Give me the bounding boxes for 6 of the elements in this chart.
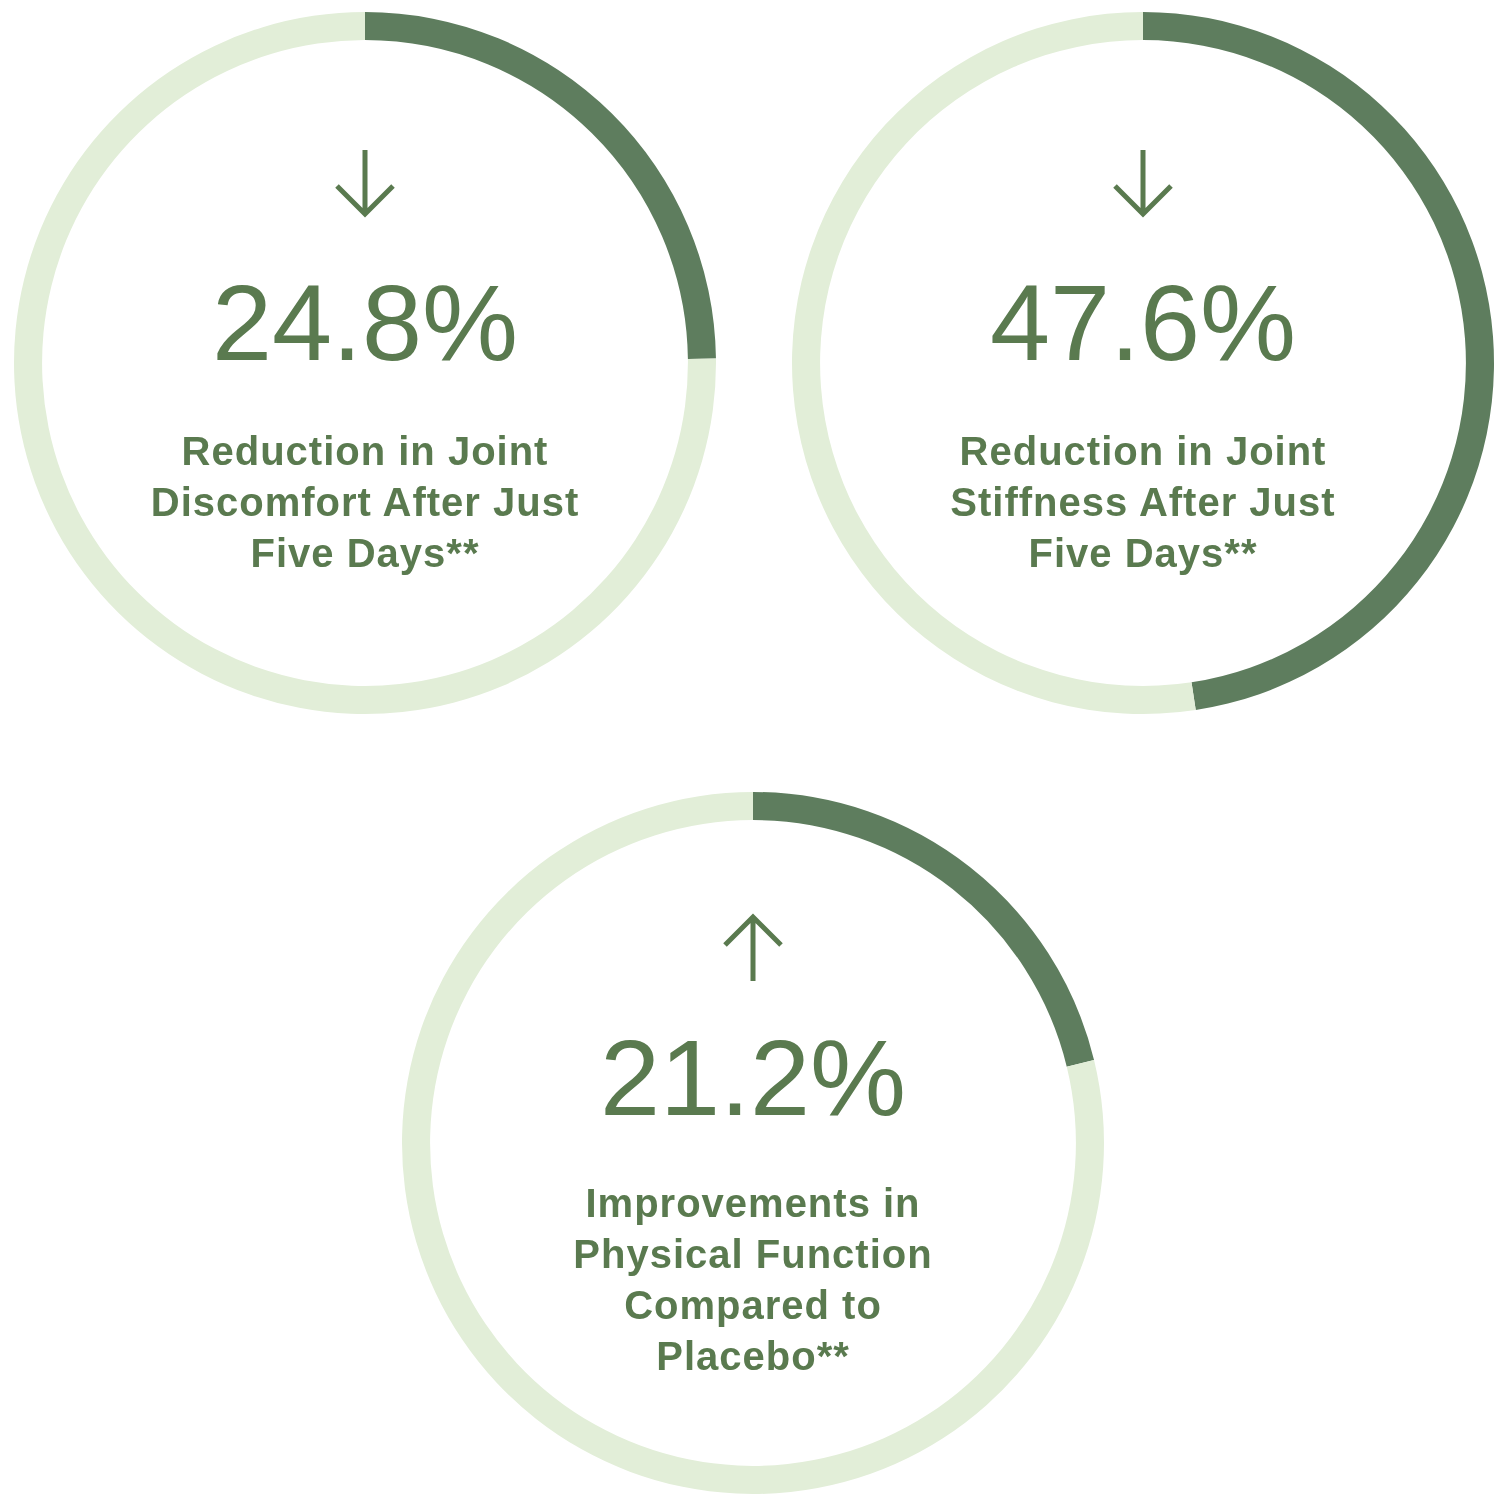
text: 21.2% <box>598 1017 908 1138</box>
text: Reduction in Joint Discomfort After Just Five Days** <box>149 428 581 577</box>
text: Improvements in Physical Function Compared to Placebo** <box>572 1180 934 1380</box>
text: 24.8% <box>210 262 520 383</box>
text: Reduction in Joint Stiffness After Just Five Days** <box>949 428 1337 577</box>
text: 47.6% <box>988 262 1298 383</box>
